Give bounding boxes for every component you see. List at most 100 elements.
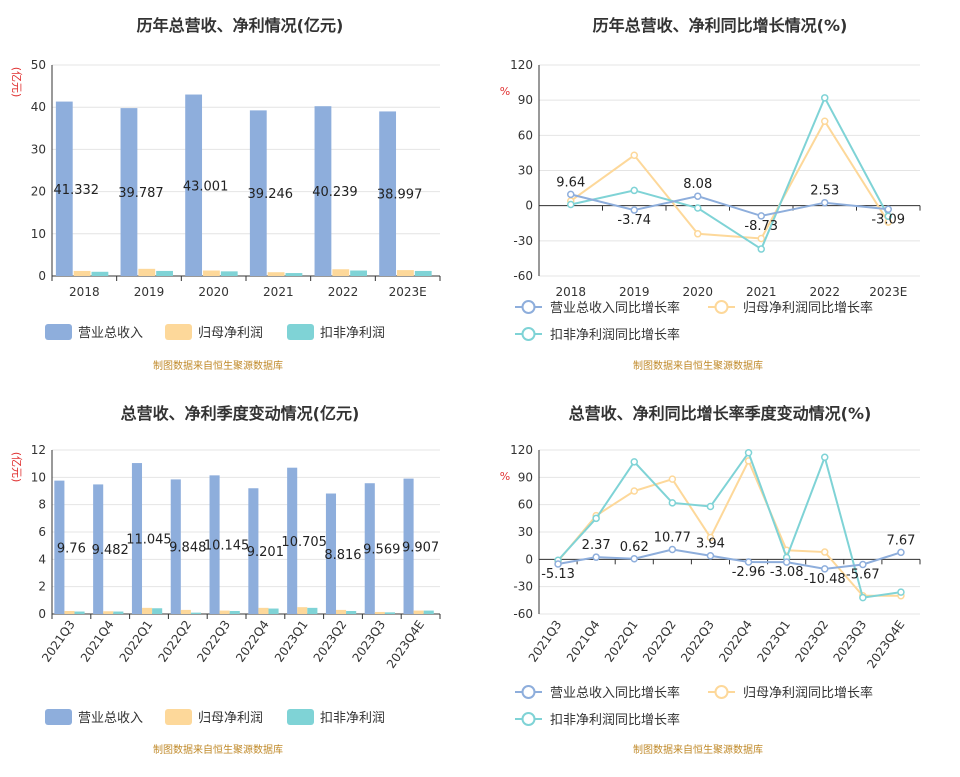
bar — [364, 483, 375, 614]
chart-svg: 历年总营收、净利同比增长情况(%)% -60 -30 0 30 60 90 120 2018 20… — [500, 16, 921, 372]
legend-label: 扣非净利润 — [320, 326, 385, 341]
series-line — [570, 95, 890, 251]
y-tick-label: -60 — [513, 607, 533, 621]
bar — [336, 609, 347, 614]
x-tick-label: 2021Q4 — [78, 618, 117, 665]
x-tick-label: 2022Q4 — [233, 618, 272, 665]
data-point — [567, 200, 575, 209]
data-point — [821, 548, 829, 556]
bar — [103, 611, 114, 614]
data-label: 9.76 — [57, 541, 86, 556]
series-line — [570, 119, 890, 240]
data-label: 39.787 — [118, 186, 164, 201]
bar — [413, 610, 424, 614]
data-point — [821, 565, 829, 573]
x-tick-label: 2022Q2 — [640, 618, 679, 665]
bar — [307, 607, 318, 614]
x-tick-label: 2022 — [809, 285, 840, 299]
data-point — [668, 499, 677, 507]
data-point — [630, 206, 638, 214]
chart-title: 历年总营收、净利情况(亿元) — [137, 16, 344, 35]
data-point — [630, 186, 638, 195]
x-tick-label: 2021Q3 — [526, 618, 565, 665]
bar — [152, 608, 163, 614]
data-label: 41.332 — [54, 183, 100, 198]
data-label: -8.73 — [744, 219, 778, 234]
data-label: 2.37 — [582, 538, 611, 553]
data-point — [744, 558, 753, 566]
legend-swatch — [45, 324, 72, 340]
legend-marker — [714, 685, 729, 699]
data-point — [884, 212, 892, 220]
data-point — [782, 558, 791, 566]
y-tick-label: 0 — [38, 607, 46, 621]
data-point — [859, 560, 867, 569]
y-axis-label: % — [500, 85, 510, 98]
bar — [267, 272, 285, 276]
bar — [170, 479, 181, 614]
quarterly-revenue-profit-chart: 总营收、净利季度变动情况(亿元) (亿元) 0 2 4 6 8 10 12 2021Q3 2021Q… — [0, 388, 480, 776]
bar — [384, 612, 395, 614]
data-label: 8.08 — [683, 177, 712, 192]
bar — [249, 110, 267, 276]
data-point — [630, 151, 638, 160]
chart-svg: 总营收、净利季度变动情况(亿元) (亿元) 0 2 4 6 8 10 12 2021Q3 2021Q… — [10, 404, 441, 756]
bar — [156, 270, 173, 276]
y-axis-label: % — [500, 470, 510, 483]
legend-marker — [714, 300, 729, 314]
legend-label: 扣非净利润同比增长率 — [550, 712, 680, 728]
legend-swatch — [45, 709, 72, 725]
bar — [285, 273, 303, 276]
bar — [350, 270, 367, 276]
data-point — [694, 192, 702, 200]
data-point — [630, 555, 638, 563]
bar — [414, 270, 432, 276]
bar — [138, 268, 156, 276]
data-point — [744, 448, 753, 457]
y-tick-label: 10 — [31, 227, 46, 241]
data-label: -5.67 — [846, 567, 880, 582]
x-tick-label: 2023Q1 — [272, 618, 311, 665]
bar — [374, 611, 385, 614]
y-tick-label: -30 — [513, 234, 533, 248]
data-label: 7.67 — [886, 533, 915, 548]
bar — [73, 270, 91, 276]
y-tick-label: 50 — [31, 58, 46, 72]
data-point — [706, 551, 715, 560]
x-tick-label: 2023Q4E — [384, 618, 427, 671]
y-tick-label: 2 — [38, 580, 46, 594]
y-tick-label: 20 — [31, 185, 46, 199]
data-label: 3.94 — [696, 537, 725, 552]
data-label: 2.53 — [810, 184, 839, 199]
bar — [248, 488, 259, 614]
data-label: 9.201 — [247, 545, 284, 560]
y-tick-label: 0 — [525, 552, 533, 566]
legend-swatch — [287, 709, 314, 725]
y-tick-label: 6 — [38, 525, 46, 539]
bar — [93, 484, 104, 614]
bar — [219, 610, 230, 614]
legend-label: 营业总收入同比增长率 — [550, 300, 680, 316]
legend-label: 扣非净利润同比增长率 — [550, 327, 680, 343]
legend-label: 归母净利润 — [198, 326, 263, 341]
bar — [220, 271, 238, 276]
bar — [397, 270, 414, 276]
bar — [297, 607, 308, 614]
data-label: 8.816 — [324, 548, 361, 563]
data-label: 40.239 — [312, 185, 358, 200]
y-tick-label: 120 — [510, 58, 533, 72]
bar — [379, 111, 397, 276]
data-point — [706, 502, 715, 511]
data-label: 9.64 — [556, 175, 585, 190]
source-note: 制图数据来自恒生聚源数据库 — [633, 743, 763, 756]
bar — [64, 610, 75, 614]
bar — [332, 269, 350, 276]
legend-marker — [521, 685, 536, 699]
data-point — [630, 458, 638, 466]
bar — [74, 611, 85, 614]
x-tick-label: 2020 — [198, 285, 229, 299]
bar — [209, 475, 220, 614]
legend-label: 归母净利润同比增长率 — [743, 300, 873, 316]
x-tick-label: 2020 — [682, 285, 713, 299]
x-tick-label: 2021 — [263, 285, 294, 299]
